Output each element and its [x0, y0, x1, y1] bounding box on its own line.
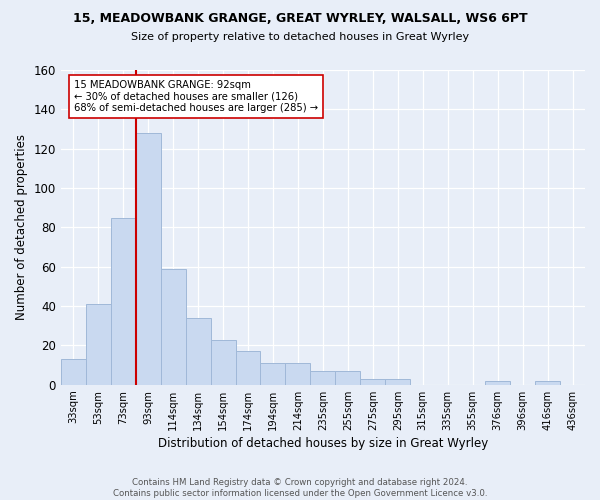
Y-axis label: Number of detached properties: Number of detached properties [15, 134, 28, 320]
Bar [260, 363, 286, 385]
Bar [385, 379, 410, 385]
Text: 15 MEADOWBANK GRANGE: 92sqm
← 30% of detached houses are smaller (126)
68% of se: 15 MEADOWBANK GRANGE: 92sqm ← 30% of det… [74, 80, 318, 113]
Bar [310, 371, 335, 385]
Bar [111, 218, 136, 385]
Bar [211, 340, 236, 385]
Text: Size of property relative to detached houses in Great Wyrley: Size of property relative to detached ho… [131, 32, 469, 42]
Text: 15, MEADOWBANK GRANGE, GREAT WYRLEY, WALSALL, WS6 6PT: 15, MEADOWBANK GRANGE, GREAT WYRLEY, WAL… [73, 12, 527, 26]
Bar [535, 381, 560, 385]
Bar [61, 359, 86, 385]
Text: Contains HM Land Registry data © Crown copyright and database right 2024.
Contai: Contains HM Land Registry data © Crown c… [113, 478, 487, 498]
Bar [236, 352, 260, 385]
Bar [286, 363, 310, 385]
Bar [361, 379, 385, 385]
Bar [335, 371, 361, 385]
Bar [185, 318, 211, 385]
Bar [136, 133, 161, 385]
X-axis label: Distribution of detached houses by size in Great Wyrley: Distribution of detached houses by size … [158, 437, 488, 450]
Bar [86, 304, 111, 385]
Bar [161, 268, 185, 385]
Bar [485, 381, 510, 385]
